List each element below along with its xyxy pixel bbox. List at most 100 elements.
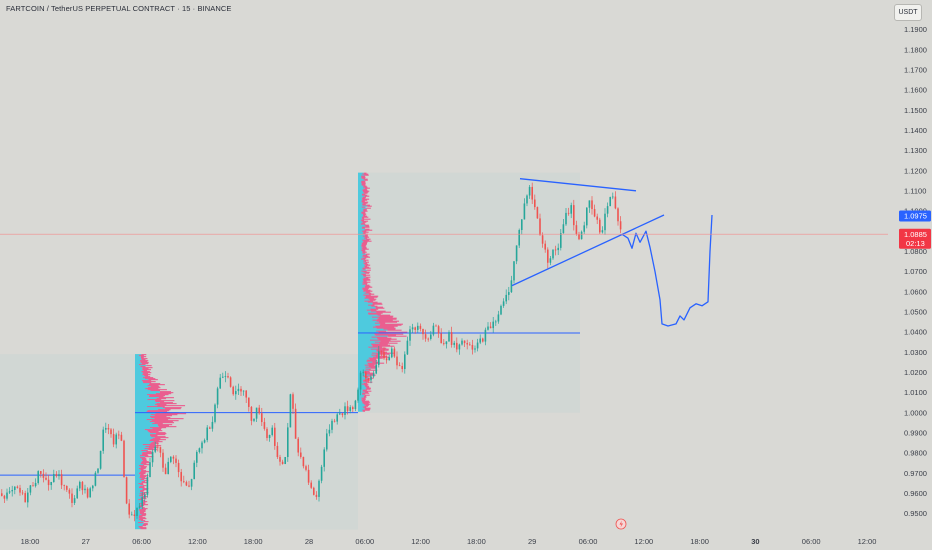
volume-bar-down bbox=[361, 273, 366, 275]
volume-bar-up bbox=[358, 255, 363, 257]
volume-bar-down bbox=[380, 323, 403, 325]
volume-bar-up bbox=[358, 392, 363, 394]
volume-bar-up bbox=[135, 522, 139, 524]
volume-bar-up bbox=[358, 335, 388, 337]
volume-bar-down bbox=[380, 340, 401, 342]
candle-body bbox=[435, 325, 437, 327]
volume-bar-up bbox=[135, 488, 143, 490]
volume-bar-up bbox=[358, 315, 380, 317]
volume-bar-down bbox=[157, 405, 186, 407]
volume-bar-up bbox=[358, 275, 364, 277]
y-axis: 1.1900 1.1800 1.1700 1.1600 1.1500 1.1400 1.13… bbox=[904, 25, 927, 518]
volume-bar-down bbox=[158, 426, 177, 428]
volume-bar-up bbox=[358, 325, 376, 327]
volume-bar-up bbox=[358, 223, 361, 225]
volume-bar-up bbox=[358, 310, 371, 312]
volume-bar-down bbox=[374, 322, 386, 324]
volume-bar-up bbox=[358, 376, 365, 378]
volume-bar-up bbox=[135, 372, 143, 374]
candle-body bbox=[339, 413, 341, 415]
candle-body bbox=[432, 325, 435, 335]
volume-bar-down bbox=[140, 466, 147, 468]
volume-bar-up bbox=[135, 472, 140, 474]
candle-body bbox=[159, 447, 162, 453]
volume-bar-down bbox=[376, 320, 399, 322]
candle-body bbox=[66, 485, 68, 490]
candle-body bbox=[21, 492, 24, 494]
volume-bar-up bbox=[358, 373, 367, 375]
volume-bar-up bbox=[135, 413, 156, 415]
marker-price-label: 1.0975 bbox=[904, 212, 927, 221]
volume-bar-up bbox=[135, 374, 143, 376]
volume-bar-up bbox=[358, 253, 366, 255]
volume-bar-up bbox=[358, 181, 361, 183]
volume-bar-up bbox=[358, 173, 363, 175]
volume-bar-down bbox=[369, 358, 377, 360]
volume-bar-down bbox=[364, 265, 368, 267]
volume-bar-down bbox=[362, 389, 367, 391]
candle-body bbox=[86, 488, 89, 498]
candle-body bbox=[385, 358, 388, 361]
volume-bar-down bbox=[364, 234, 368, 236]
volume-bar-down bbox=[364, 407, 371, 409]
candle-body bbox=[266, 428, 268, 439]
volume-bar-down bbox=[362, 204, 370, 206]
volume-bar-up bbox=[358, 331, 379, 333]
volume-bar-down bbox=[362, 196, 367, 198]
candle-body bbox=[185, 482, 188, 486]
volume-bar-up bbox=[358, 342, 380, 344]
volume-bar-down bbox=[154, 404, 167, 406]
volume-bar-down bbox=[143, 382, 152, 384]
volume-bar-up bbox=[358, 246, 363, 248]
y-tick-label: 1.0800 bbox=[904, 247, 927, 256]
volume-bar-down bbox=[148, 384, 165, 386]
candle-body bbox=[320, 466, 323, 481]
y-tick-label: 1.1100 bbox=[904, 186, 926, 195]
volume-bar-up bbox=[358, 274, 363, 276]
candles bbox=[1, 182, 622, 522]
volume-bar-up bbox=[358, 276, 366, 278]
candle-body bbox=[601, 230, 604, 233]
candle-body bbox=[216, 388, 219, 405]
x-tick-label: 06:00 bbox=[579, 537, 598, 546]
volume-bar-down bbox=[145, 446, 157, 448]
volume-bar-down bbox=[362, 268, 366, 270]
volume-bar-down bbox=[141, 478, 148, 480]
volume-bar-up bbox=[358, 178, 364, 180]
volume-bar-down bbox=[374, 341, 389, 343]
volume-bar-up bbox=[135, 401, 156, 403]
candle-body bbox=[92, 485, 94, 489]
volume-bar-up bbox=[358, 346, 369, 348]
volume-bar-down bbox=[155, 401, 165, 403]
volume-bar-down bbox=[376, 350, 385, 352]
volume-bar-up bbox=[358, 388, 366, 390]
volume-bar-down bbox=[363, 186, 368, 188]
candle-body bbox=[138, 506, 141, 508]
volume-bar-down bbox=[142, 524, 148, 526]
volume-bar-down bbox=[362, 235, 368, 237]
volume-bar-up bbox=[135, 435, 150, 437]
volume-bar-down bbox=[371, 316, 393, 318]
volume-bar-down bbox=[362, 393, 366, 395]
volume-bar-down bbox=[141, 454, 148, 456]
volume-bar-up bbox=[135, 490, 141, 492]
volume-bar-up bbox=[135, 397, 159, 399]
volume-bar-up bbox=[358, 398, 363, 400]
volume-bar-down bbox=[362, 209, 367, 211]
volume-bar-up bbox=[135, 499, 139, 501]
volume-bar-up bbox=[358, 311, 377, 313]
volume-bar-up bbox=[358, 401, 363, 403]
currency-button[interactable]: USDT bbox=[894, 4, 922, 21]
volume-bar-down bbox=[365, 368, 371, 370]
volume-bar-down bbox=[362, 190, 370, 192]
candle-body bbox=[300, 452, 302, 457]
volume-bar-up bbox=[358, 289, 364, 291]
candle-body bbox=[417, 325, 419, 330]
candle-body bbox=[614, 196, 617, 209]
volume-bar-down bbox=[377, 347, 387, 349]
volume-bar-up bbox=[135, 460, 143, 462]
volume-bar-up bbox=[135, 487, 139, 489]
candle-body bbox=[248, 397, 250, 407]
projection-path bbox=[621, 214, 713, 327]
